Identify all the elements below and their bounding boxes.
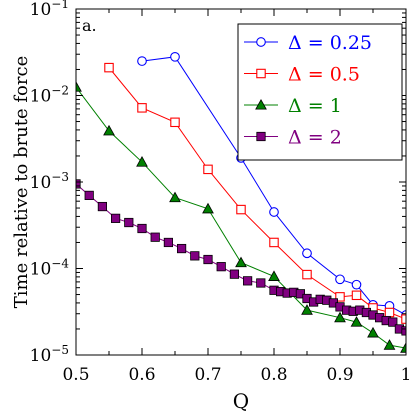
y-tick-label: 10−2 <box>30 84 69 107</box>
data-point <box>136 156 148 167</box>
x-tick-label: 0.7 <box>194 365 221 385</box>
x-tick-label: 0.6 <box>128 365 155 385</box>
data-point <box>163 237 173 248</box>
series-line <box>141 56 406 316</box>
legend-marker <box>255 98 267 110</box>
data-point <box>137 56 147 66</box>
data-point <box>137 103 147 113</box>
legend-entry: Δ = 2 <box>244 127 342 149</box>
data-point <box>302 269 312 280</box>
tick-labels-layer: 0.5 0.6 0.7 0.8 0.9 1 10−5 10−4 10−3 10−2 10−1 <box>30 0 412 385</box>
data-point <box>367 326 379 338</box>
legend-entry: Δ = 0.25 <box>244 32 372 54</box>
data-point <box>111 213 121 223</box>
series-layer <box>76 51 406 353</box>
data-point <box>269 207 279 217</box>
panel-label: a. <box>82 16 97 35</box>
legend-marker <box>256 131 266 142</box>
series-1 <box>137 51 406 320</box>
legend-label: Δ = 0.25 <box>288 32 372 54</box>
series-3 <box>76 81 406 353</box>
data-point <box>76 81 82 92</box>
data-point <box>383 339 396 350</box>
data-point <box>229 269 239 279</box>
ticks-layer <box>75 8 407 356</box>
data-point <box>242 276 253 286</box>
data-point <box>351 290 362 301</box>
legend-label: Δ = 0.5 <box>288 64 360 86</box>
legend-marker <box>256 37 266 47</box>
legend-entry: Δ = 1 <box>244 95 342 117</box>
data-point <box>256 278 266 288</box>
data-point <box>216 262 226 272</box>
y-tick-label: 10−3 <box>30 170 69 193</box>
legend-marker <box>256 68 266 79</box>
data-point <box>235 256 247 268</box>
data-point <box>150 232 160 242</box>
x-tick-label: 1 <box>401 365 412 385</box>
series-2 <box>104 62 406 324</box>
data-point <box>302 248 312 259</box>
data-point <box>169 191 181 203</box>
data-point <box>351 279 362 290</box>
data-point <box>400 342 406 353</box>
data-point <box>176 243 187 254</box>
data-point <box>84 190 94 200</box>
legend-entry: Δ = 0.5 <box>244 64 360 86</box>
data-point <box>190 251 200 261</box>
x-tick-label: 0.9 <box>326 365 353 385</box>
y-tick-label: 10−1 <box>30 0 69 20</box>
data-point <box>103 124 115 136</box>
x-tick-label: 0.5 <box>62 365 89 385</box>
data-point <box>236 204 246 215</box>
series-4 <box>76 179 406 336</box>
data-point <box>335 274 345 285</box>
data-point <box>97 201 107 212</box>
legend-label: Δ = 2 <box>288 127 342 149</box>
x-axis-label: Q <box>233 389 249 413</box>
data-point <box>335 292 345 302</box>
data-point <box>295 289 306 299</box>
data-point <box>202 202 214 214</box>
data-point <box>268 270 280 281</box>
data-point <box>269 237 279 248</box>
data-point <box>203 254 213 265</box>
data-point <box>104 62 114 73</box>
data-point <box>137 223 147 234</box>
data-point <box>301 304 313 315</box>
x-tick-label: 0.8 <box>260 365 287 385</box>
data-point <box>170 117 180 128</box>
y-tick-label: 10−5 <box>30 343 69 366</box>
data-point <box>388 317 398 327</box>
data-point <box>384 307 395 318</box>
y-axis-label: Time relative to brute force <box>11 56 32 308</box>
legend-label: Δ = 1 <box>288 95 342 117</box>
data-point <box>350 316 363 327</box>
data-point <box>124 217 134 228</box>
legend: Δ = 0.25 Δ = 0.5 Δ = 1 Δ = 2 <box>237 23 403 161</box>
y-tick-label: 10−4 <box>30 257 70 280</box>
data-point <box>170 51 180 62</box>
data-point <box>334 311 346 323</box>
data-point <box>203 164 213 175</box>
